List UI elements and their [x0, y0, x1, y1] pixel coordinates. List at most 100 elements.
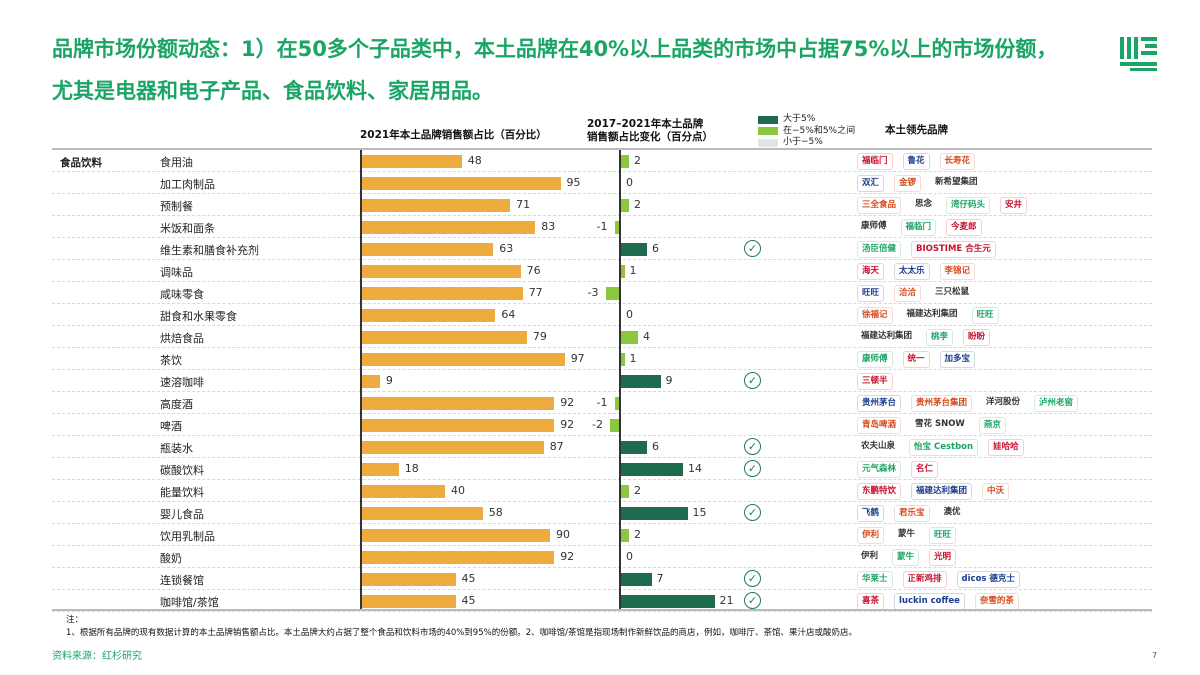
change-value: 2	[634, 154, 641, 167]
table-row: 碳酸饮料 18 14 ✓ 元气森林 名仁	[52, 458, 1152, 480]
change-bar	[620, 375, 661, 388]
change-bar	[620, 573, 652, 586]
brand-logo: 湾仔码头	[946, 197, 991, 214]
share-value: 64	[501, 308, 516, 321]
share-value: 71	[516, 198, 531, 211]
check-circle-icon: ✓	[744, 592, 761, 609]
legend-item: 小于−5%	[758, 137, 855, 149]
share-value: 92	[560, 550, 575, 563]
table-row: 瓶装水 87 6 ✓ 农夫山泉 怡宝 Cestbon 娃哈哈	[52, 436, 1152, 458]
table-row: 饮用乳制品 90 2 伊利 蒙牛 旺旺	[52, 524, 1152, 546]
brand-logo: 思念	[915, 199, 933, 209]
share-value: 97	[570, 352, 585, 365]
brands-header: 本土领先品牌	[885, 124, 948, 136]
change-bar	[620, 463, 683, 476]
brand-logo: 康师傅	[861, 221, 887, 231]
brand-logos: 福临门 鲁花 长寿花	[857, 153, 976, 170]
check-circle-icon: ✓	[744, 438, 761, 455]
brand-logo: 海天	[857, 263, 885, 280]
brand-logo: 农夫山泉	[861, 441, 896, 451]
brand-logos: 东鹏特饮 福建达利集团 中沃	[857, 483, 1010, 500]
category-label: 预制餐	[160, 200, 193, 213]
change-bar	[620, 529, 629, 542]
category-label: 米饭和面条	[160, 222, 215, 235]
brand-logo: 福临门	[900, 219, 937, 236]
brand-logos: 汤臣倍健 BIOSTIME 合生元	[857, 241, 996, 258]
category-label: 婴儿食品	[160, 508, 204, 521]
category-label: 食用油	[160, 156, 193, 169]
share-bar	[361, 265, 521, 278]
brand-logos: 华莱士 正新鸡排 dicos 德克士	[857, 571, 1020, 588]
category-label: 瓶装水	[160, 442, 193, 455]
legend-swatch	[758, 138, 778, 147]
change-bar	[620, 199, 629, 212]
share-bar	[361, 397, 555, 410]
category-label: 甜食和水果零食	[160, 310, 237, 323]
source: 资料来源：红杉研究	[52, 651, 142, 662]
share-bar	[361, 507, 483, 520]
brand-logo: 统一	[902, 351, 930, 368]
brand-logo: dicos 德克士	[956, 571, 1020, 588]
share-axis	[360, 150, 362, 609]
brand-logo: 蒙牛	[892, 549, 920, 566]
brand-logos: 伊利 蒙牛 光明	[857, 549, 957, 566]
share-value: 63	[499, 242, 514, 255]
brand-logo: 福建达利集团	[861, 331, 913, 341]
share-bar	[361, 177, 561, 190]
share-bar	[361, 595, 456, 608]
sequoia-logo	[1120, 37, 1157, 71]
table-row: 维生素和膳食补充剂 63 6 ✓ 汤臣倍健 BIOSTIME 合生元	[52, 238, 1152, 260]
share-value: 79	[532, 330, 547, 343]
share-bar	[361, 309, 496, 322]
category-label: 碳酸饮料	[160, 464, 204, 477]
brand-logo: 奈雪的茶	[974, 593, 1019, 610]
brand-logos: 贵州茅台 贵州茅台集团 洋河股份 泸州老窖	[857, 395, 1079, 412]
change-value: 0	[626, 308, 633, 321]
brand-logo: luckin coffee	[894, 593, 965, 610]
brand-logo: 东鹏特饮	[857, 483, 902, 500]
brand-logo: 飞鹤	[857, 505, 885, 522]
brand-logo: 贵州茅台集团	[911, 395, 973, 412]
brand-logo: 贵州茅台	[857, 395, 902, 412]
table-row: 能量饮料 40 2 东鹏特饮 福建达利集团 中沃	[52, 480, 1152, 502]
change-value: 7	[656, 572, 664, 585]
share-bar	[361, 331, 527, 344]
change-value: 1	[629, 264, 637, 277]
divider	[52, 148, 1152, 150]
share-value: 45	[461, 572, 476, 585]
category-label: 加工肉制品	[160, 178, 215, 191]
change-value: -2	[592, 418, 603, 431]
brand-logo: 正新鸡排	[902, 571, 947, 588]
change-header: 2017–2021年本土品牌 销售额占比变化（百分点）	[587, 118, 713, 144]
share-value: 87	[549, 440, 564, 453]
table-row: 咸味零食 77 -3 旺旺 洽洽 三只松鼠	[52, 282, 1152, 304]
brand-logo: 双汇	[857, 175, 885, 192]
change-value: 1	[629, 352, 637, 365]
table-row: 食用油 48 2 福临门 鲁花 长寿花	[52, 150, 1152, 172]
change-bar	[620, 155, 629, 168]
brand-logo: 中沃	[982, 483, 1010, 500]
table-row: 烘焙食品 79 4 福建达利集团 桃李 盼盼	[52, 326, 1152, 348]
change-bar	[620, 353, 625, 366]
brand-logos: 徐福记 福建达利集团 旺旺	[857, 307, 999, 324]
brand-logo: 旺旺	[929, 527, 957, 544]
change-bar	[620, 331, 638, 344]
page-number: 7	[1152, 651, 1158, 660]
brand-logos: 双汇 金锣 新希望集团	[857, 175, 982, 192]
brand-logos: 福建达利集团 桃李 盼盼	[857, 329, 991, 346]
change-bar	[605, 287, 619, 300]
table-row: 加工肉制品 95 0 双汇 金锣 新希望集团	[52, 172, 1152, 194]
change-value: -1	[596, 396, 608, 409]
brand-logo: 伊利	[857, 527, 885, 544]
legend-swatch	[758, 127, 778, 136]
check-circle-icon: ✓	[744, 240, 761, 257]
brand-logo: 元气森林	[857, 461, 902, 478]
change-value: 2	[634, 528, 641, 541]
change-bar	[620, 265, 625, 278]
share-bar	[361, 287, 523, 300]
brand-logo: 旺旺	[857, 285, 885, 302]
category-label: 茶饮	[160, 354, 182, 367]
change-value: 4	[643, 330, 650, 343]
legend-item: 在−5%和5%之间	[758, 126, 855, 138]
category-label: 饮用乳制品	[160, 530, 215, 543]
